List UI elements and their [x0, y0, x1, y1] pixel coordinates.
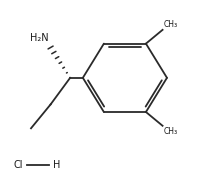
Text: CH₃: CH₃ [164, 127, 178, 136]
Text: H: H [53, 160, 60, 170]
Text: CH₃: CH₃ [164, 20, 178, 29]
Text: Cl: Cl [14, 160, 23, 170]
Text: H₂N: H₂N [30, 33, 49, 43]
